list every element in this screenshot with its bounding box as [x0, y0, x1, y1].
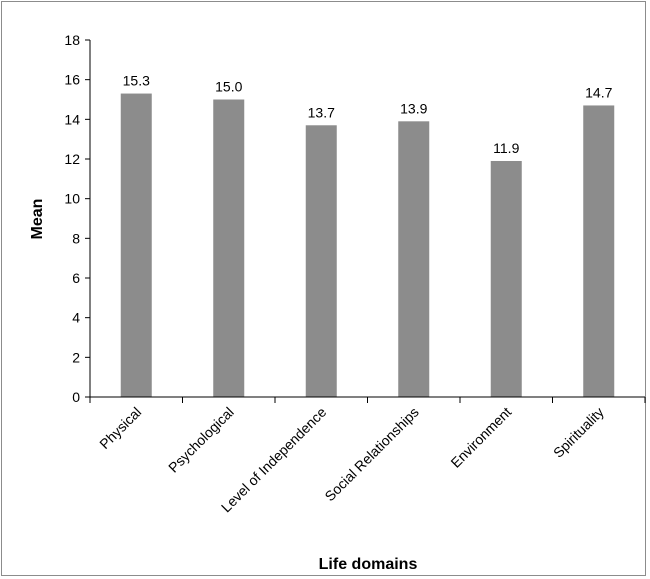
data-label: 11.9 — [493, 140, 519, 156]
category-label: Level of Independence — [218, 404, 330, 516]
data-label: 14.7 — [585, 84, 612, 100]
bar-psychological — [213, 99, 245, 397]
bar-spirituality — [583, 105, 615, 397]
y-tick-label: 2 — [72, 349, 80, 365]
y-tick-label: 12 — [64, 151, 80, 167]
y-axis-ticks: 0 2 4 6 8 10 12 14 16 18 — [64, 32, 90, 405]
data-label: 13.9 — [400, 100, 427, 116]
data-label: 13.7 — [308, 104, 335, 120]
y-tick-label: 14 — [64, 111, 80, 127]
category-label: Social Relationships — [321, 404, 421, 504]
bar-level-of-independence — [305, 125, 337, 398]
y-tick-label: 4 — [72, 310, 80, 326]
data-label: 15.0 — [215, 79, 242, 95]
category-label: Environment — [447, 404, 514, 471]
data-label: 15.3 — [123, 73, 150, 89]
y-tick-label: 8 — [72, 230, 80, 246]
y-tick-label: 16 — [64, 72, 80, 88]
y-axis-title: Mean — [29, 199, 46, 240]
category-label: Physical — [96, 404, 144, 452]
y-tick-label: 6 — [72, 270, 80, 286]
y-tick-label: 10 — [64, 191, 80, 207]
x-axis-title: Life domains — [319, 556, 418, 573]
bar-physical — [120, 93, 152, 398]
bar-social-relationships — [398, 121, 430, 398]
category-label: Psychological — [165, 404, 237, 476]
bar-environment — [490, 160, 522, 397]
category-label: Spirituality — [550, 404, 607, 461]
y-tick-label: 18 — [64, 32, 80, 48]
y-tick-label: 0 — [72, 389, 80, 405]
bars — [120, 93, 615, 398]
data-labels: 15.3 15.0 13.7 13.9 11.9 14.7 — [123, 73, 613, 156]
